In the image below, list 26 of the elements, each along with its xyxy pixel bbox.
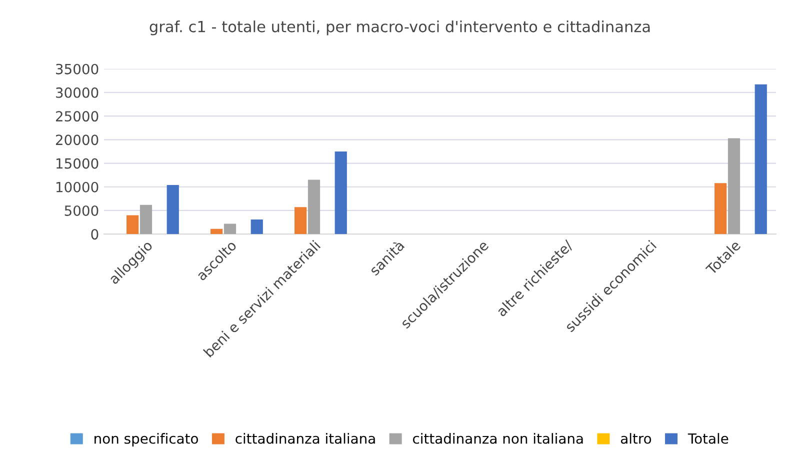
legend-label: cittadinanza non italiana [413, 433, 583, 444]
legend-label: non specificato [94, 433, 198, 446]
bar [728, 138, 740, 234]
y-tick-label: 25000 [56, 111, 98, 122]
y-tick-label: 35000 [56, 64, 98, 74]
bar [308, 180, 320, 234]
y-tick-label: 0 [91, 229, 98, 240]
bar [210, 228, 223, 234]
y-tick-label: 10000 [56, 182, 98, 192]
bar [714, 183, 727, 234]
bar [126, 215, 139, 234]
bar [140, 204, 152, 234]
bar [250, 219, 263, 234]
chart-title: graf. c1 - totale utenti, per macro-voci d'intervento e cittadinanza [150, 20, 650, 36]
legend-label: altro [620, 433, 652, 444]
bar [754, 84, 767, 234]
bar [294, 207, 307, 234]
legend-label: Totale [688, 433, 728, 444]
y-tick-label: 15000 [56, 158, 98, 169]
bar [224, 224, 236, 234]
y-tick-label: 20000 [56, 134, 98, 146]
legend-label: cittadinanza italiana [236, 433, 375, 444]
y-tick-label: 5000 [64, 205, 98, 216]
bar [334, 151, 347, 234]
y-tick-label: 30000 [56, 87, 98, 98]
bar [166, 184, 179, 234]
